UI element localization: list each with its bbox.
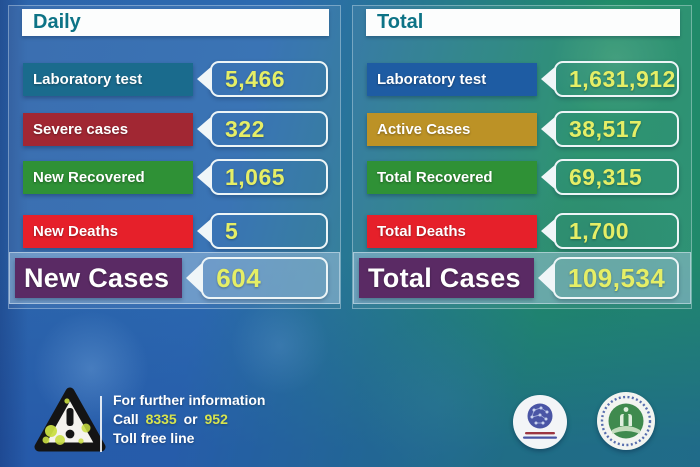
daily-header-label: Daily xyxy=(33,11,81,33)
arrow-left-icon xyxy=(541,116,556,142)
stat-value: 5 xyxy=(225,217,239,244)
daily-header: Daily xyxy=(22,9,329,36)
stat-row-active-cases: Active Cases 38,517 xyxy=(367,111,679,147)
value-box: 322 xyxy=(197,111,328,147)
arrow-left-icon xyxy=(537,262,555,294)
value-box: 1,065 xyxy=(197,159,328,195)
stat-row-new-recovered: New Recovered 1,065 xyxy=(23,159,328,195)
stat-label: New Recovered xyxy=(33,168,145,186)
stat-label: Severe cases xyxy=(33,120,129,138)
value-box: 5,466 xyxy=(197,61,328,97)
stat-label: Laboratory test xyxy=(377,70,487,88)
value-box: 1,631,912 xyxy=(541,61,679,97)
stat-value: 69,315 xyxy=(569,163,643,190)
footer-divider xyxy=(100,396,102,452)
stat-label: Active Cases xyxy=(377,120,471,138)
arrow-left-icon xyxy=(197,218,212,244)
total-header-label: Total xyxy=(377,11,424,33)
covid-warning-icon xyxy=(34,386,106,459)
info-line-1: For further information xyxy=(113,392,266,408)
stat-label-big: New Cases xyxy=(24,262,170,293)
stat-value-big: 109,534 xyxy=(567,262,666,293)
total-header: Total xyxy=(366,9,680,36)
hotline-number-8335: 8335 xyxy=(145,411,177,427)
stat-value: 322 xyxy=(225,115,265,142)
stat-row-daily-laboratory-test: Laboratory test 5,466 xyxy=(23,61,328,97)
value-box: 5 xyxy=(197,213,328,249)
ephi-globe-logo xyxy=(513,395,567,449)
value-box: 69,315 xyxy=(541,159,679,195)
value-box-big: 109,534 xyxy=(537,257,679,299)
stat-label: Laboratory test xyxy=(33,70,143,88)
arrow-left-icon xyxy=(541,66,556,92)
arrow-left-icon xyxy=(197,66,212,92)
daily-panel: Daily Laboratory test 5,466 Severe cases… xyxy=(8,5,341,309)
value-box: 38,517 xyxy=(541,111,679,147)
stat-label: Total Recovered xyxy=(377,168,493,186)
or-word: or xyxy=(183,411,198,427)
info-line-2: Call 8335 or 952 xyxy=(113,410,268,429)
stat-value: 1,700 xyxy=(569,217,630,244)
stat-row-total-laboratory-test: Laboratory test 1,631,912 xyxy=(367,61,679,97)
ministry-of-health-logo xyxy=(597,392,655,450)
hotline-number-952: 952 xyxy=(204,411,228,427)
arrow-left-icon xyxy=(541,164,556,190)
value-box-big: 604 xyxy=(186,257,328,299)
stat-label-big: Total Cases xyxy=(368,262,521,293)
info-line-3: Toll free line xyxy=(113,430,195,446)
total-panel: Total Laboratory test 1,631,912 Active C… xyxy=(352,5,692,309)
stat-value: 38,517 xyxy=(569,115,643,142)
stat-value: 1,065 xyxy=(225,163,286,190)
value-box: 1,700 xyxy=(541,213,679,249)
new-cases-highlight-band: New Cases 604 xyxy=(9,252,340,304)
stat-value: 1,631,912 xyxy=(569,65,676,92)
arrow-left-icon xyxy=(197,164,212,190)
call-word: Call xyxy=(113,411,139,427)
stat-value-big: 604 xyxy=(216,262,262,293)
stat-row-severe-cases: Severe cases 322 xyxy=(23,111,328,147)
stat-label: New Deaths xyxy=(33,222,119,240)
hotline-info: For further information Call 8335 or 952… xyxy=(113,391,268,448)
stat-label: Total Deaths xyxy=(377,222,466,240)
stat-value: 5,466 xyxy=(225,65,286,92)
arrow-left-icon xyxy=(186,262,204,294)
stat-row-total-recovered: Total Recovered 69,315 xyxy=(367,159,679,195)
arrow-left-icon xyxy=(197,116,212,142)
stat-row-total-deaths: Total Deaths 1,700 xyxy=(367,213,679,249)
total-cases-highlight-band: Total Cases 109,534 xyxy=(353,252,691,304)
stat-row-new-deaths: New Deaths 5 xyxy=(23,213,328,249)
arrow-left-icon xyxy=(541,218,556,244)
